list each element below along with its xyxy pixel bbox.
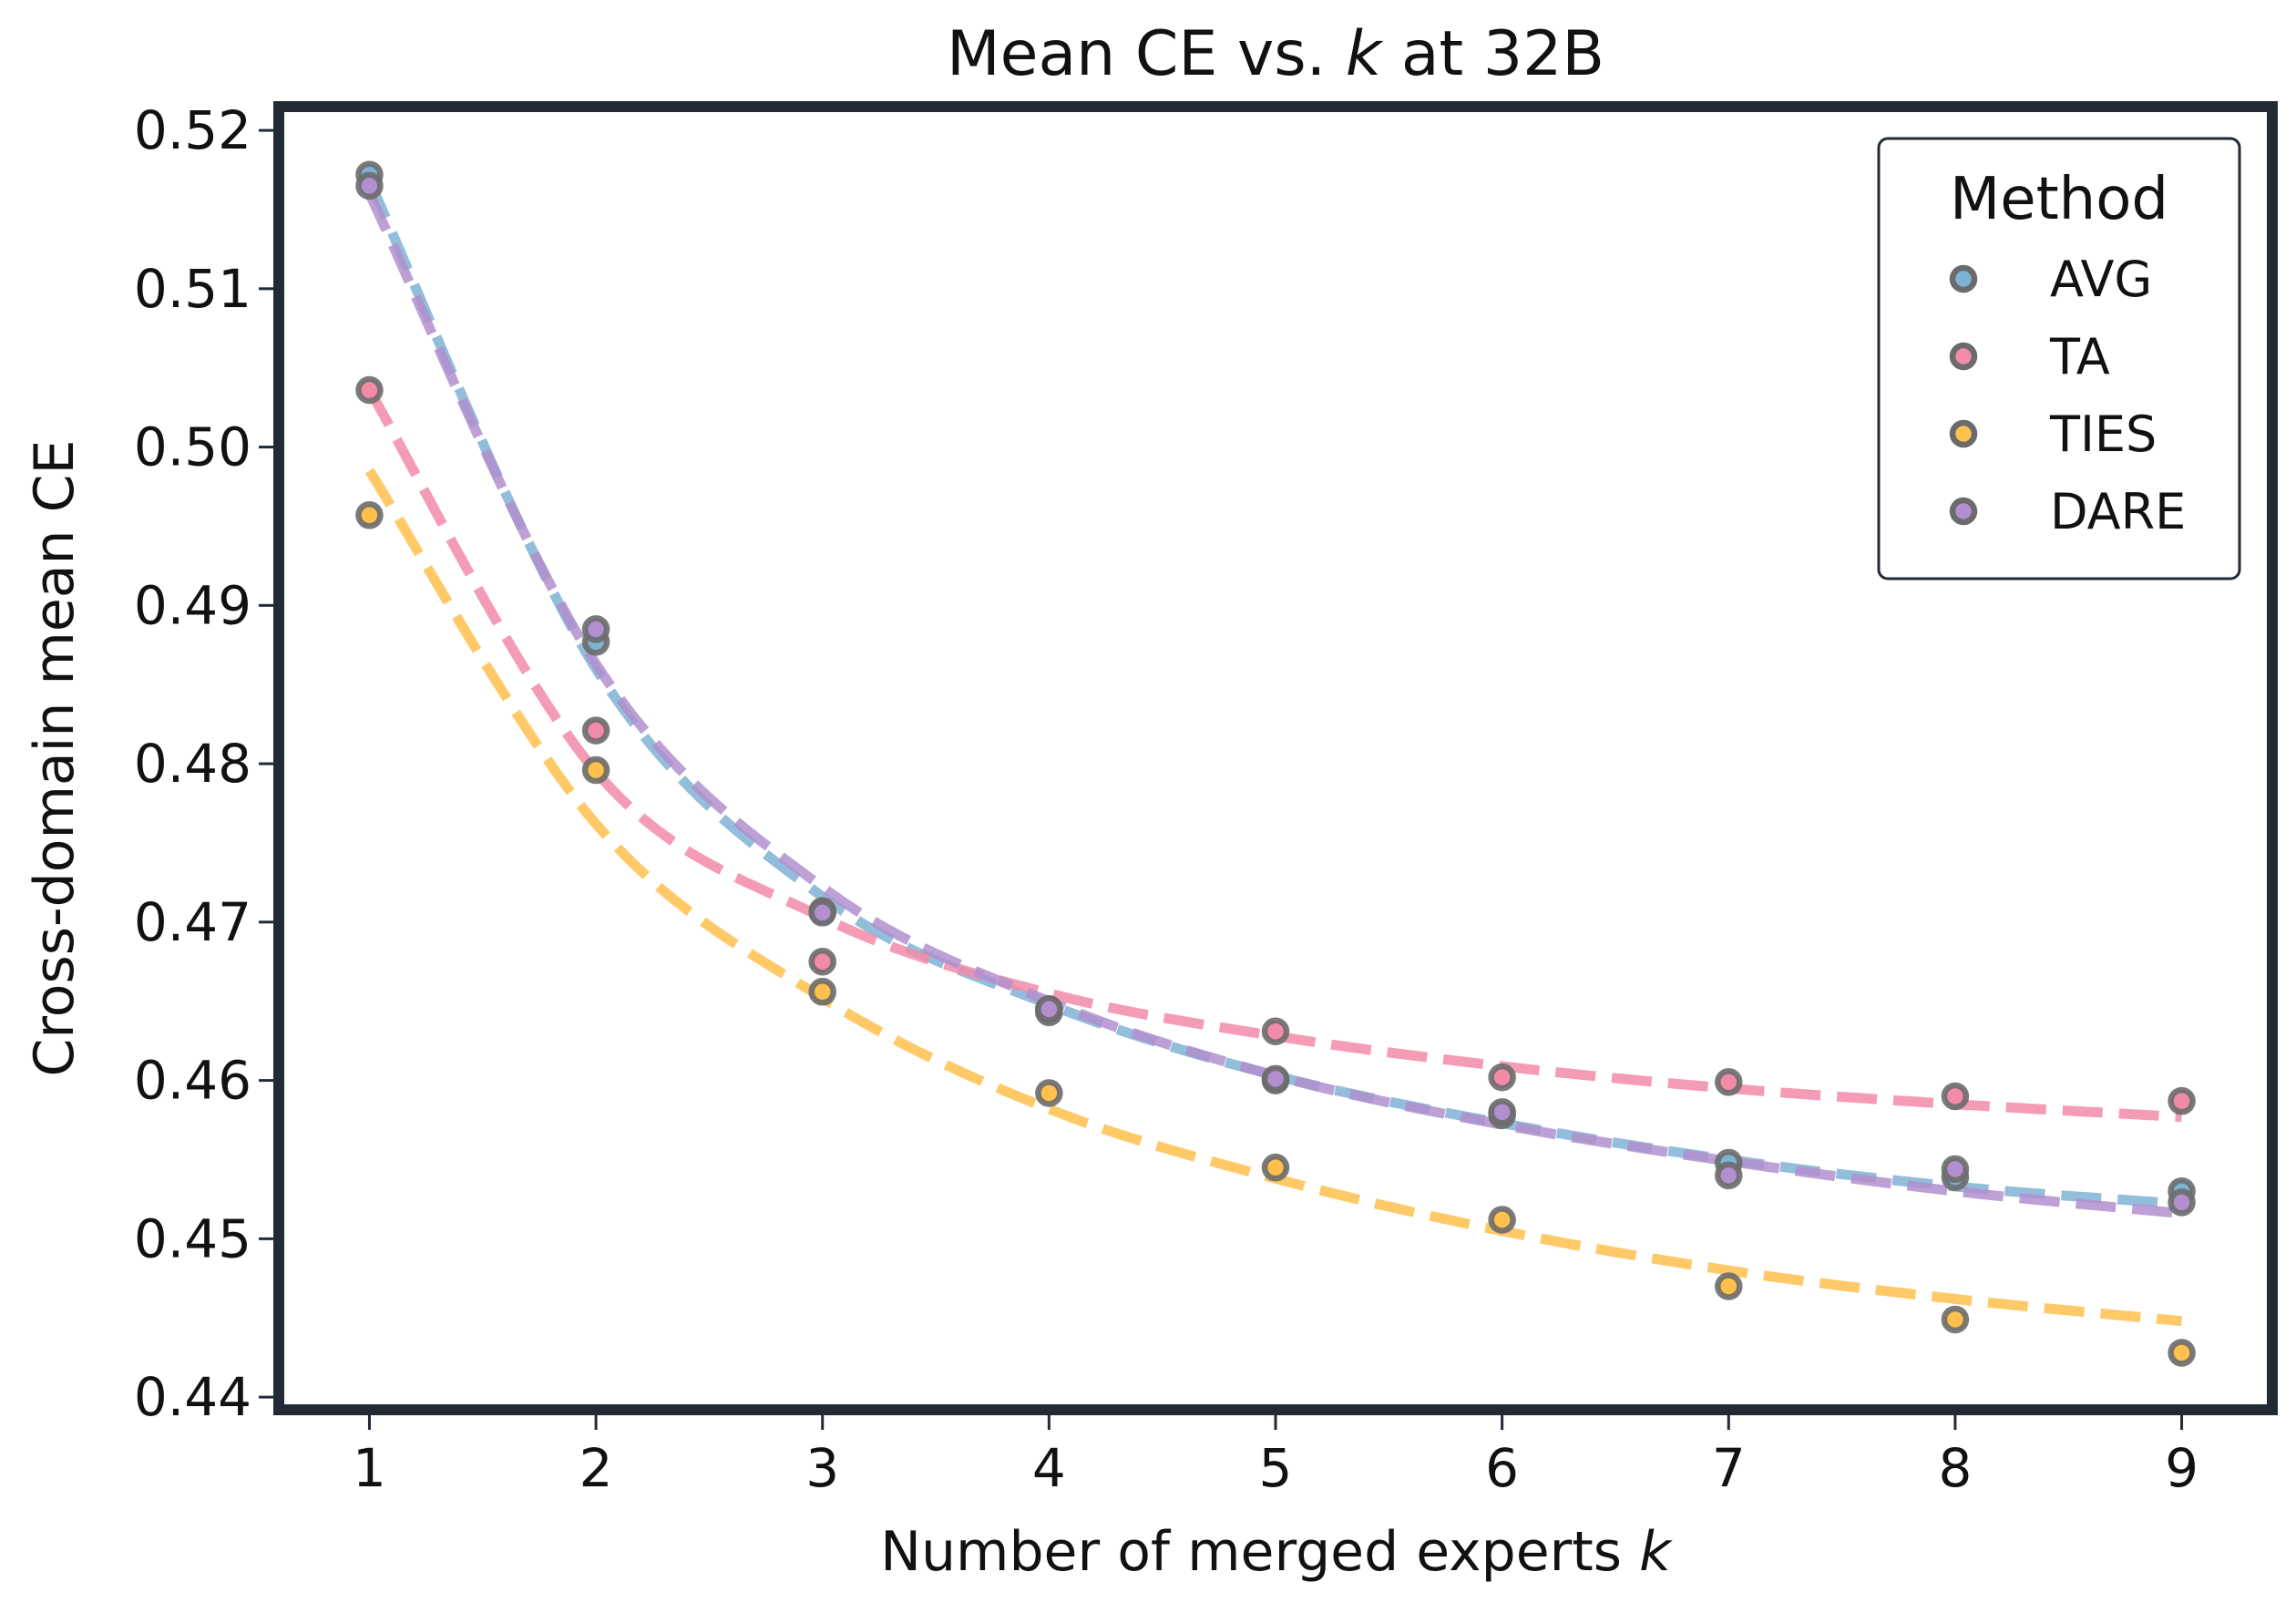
- data-points: [355, 160, 2196, 1367]
- legend-title: Method: [1950, 166, 2168, 233]
- fit-line-ta: [364, 387, 2182, 1123]
- point-ta: [808, 948, 836, 976]
- point-ta: [1488, 1063, 1516, 1092]
- plot-frame: [273, 101, 2278, 1415]
- fit-line-dare: [364, 191, 2183, 1218]
- point-dare: [808, 899, 836, 927]
- legend-marker-avg: [1949, 264, 1978, 293]
- legend-items: AVG TA TIES DARE: [1949, 251, 2186, 540]
- y-axis-label: Cross-domain mean CE: [23, 440, 87, 1077]
- point-ties: [355, 501, 384, 529]
- point-ta: [1261, 1017, 1290, 1045]
- point-ta: [355, 375, 384, 405]
- y-tick-label: 0.48: [134, 733, 251, 795]
- legend-frame: [1877, 137, 2241, 580]
- x-tick-label: 7: [1712, 1437, 1746, 1499]
- x-tick-label: 9: [2165, 1437, 2199, 1499]
- legend-marker-ta: [1949, 342, 1978, 371]
- y-tick-label: 0.50: [134, 416, 251, 478]
- x-axis-label: Number of merged experts k: [880, 1520, 1673, 1584]
- y-tick-label: 0.44: [134, 1366, 251, 1428]
- legend-label-ties: TIES: [2049, 406, 2157, 463]
- x-tick-label: 1: [353, 1437, 386, 1499]
- point-ta: [1715, 1068, 1743, 1096]
- fit-curves: [364, 179, 2183, 1327]
- y-tick-label: 0.45: [134, 1207, 251, 1269]
- point-ties: [1715, 1272, 1743, 1300]
- point-ties: [808, 978, 836, 1006]
- y-tick-label: 0.46: [134, 1050, 251, 1112]
- y-tick-label: 0.51: [134, 258, 251, 320]
- legend-label-dare: DARE: [2050, 483, 2186, 540]
- point-ties: [1035, 1079, 1063, 1107]
- point-dare: [1941, 1155, 1970, 1184]
- point-ta: [1941, 1082, 1970, 1111]
- x-axis: 1 2 3 4 5 6 7 8 9: [353, 1415, 2199, 1499]
- fit-line-ties: [364, 467, 2183, 1327]
- x-tick-label: 2: [579, 1437, 613, 1499]
- point-ties: [1488, 1206, 1516, 1234]
- legend-label-avg: AVG: [2050, 251, 2152, 308]
- x-tick-label: 6: [1485, 1437, 1519, 1499]
- legend-label-ta: TA: [2049, 328, 2110, 385]
- y-tick-label: 0.47: [134, 891, 251, 953]
- legend-marker-ties: [1949, 419, 1978, 448]
- point-ties: [2168, 1339, 2196, 1367]
- point-dare: [2168, 1188, 2196, 1217]
- chart-title: Mean CE vs. k at 32B: [947, 18, 1604, 90]
- x-tick-label: 5: [1259, 1437, 1293, 1499]
- point-dare: [1035, 995, 1063, 1023]
- point-ties: [1261, 1153, 1290, 1182]
- point-ta: [581, 716, 610, 745]
- point-ties: [581, 755, 610, 785]
- legend: Method AVG TA TIES DARE: [1877, 137, 2241, 580]
- y-tick-label: 0.52: [134, 99, 251, 161]
- legend-marker-dare: [1949, 497, 1978, 526]
- point-dare: [1261, 1064, 1290, 1094]
- point-dare: [355, 171, 384, 200]
- point-dare: [1715, 1161, 1743, 1190]
- y-axis: 0.44 0.45 0.46 0.47 0.48 0.49 0.50 0.51 0.52: [134, 99, 273, 1428]
- x-tick-label: 8: [1938, 1437, 1972, 1499]
- point-ties: [1941, 1305, 1970, 1334]
- point-ta: [2168, 1086, 2196, 1115]
- point-dare: [581, 615, 610, 643]
- y-tick-label: 0.49: [134, 574, 251, 636]
- x-tick-label: 3: [805, 1437, 839, 1499]
- x-tick-label: 4: [1032, 1437, 1066, 1499]
- point-dare: [1488, 1098, 1516, 1126]
